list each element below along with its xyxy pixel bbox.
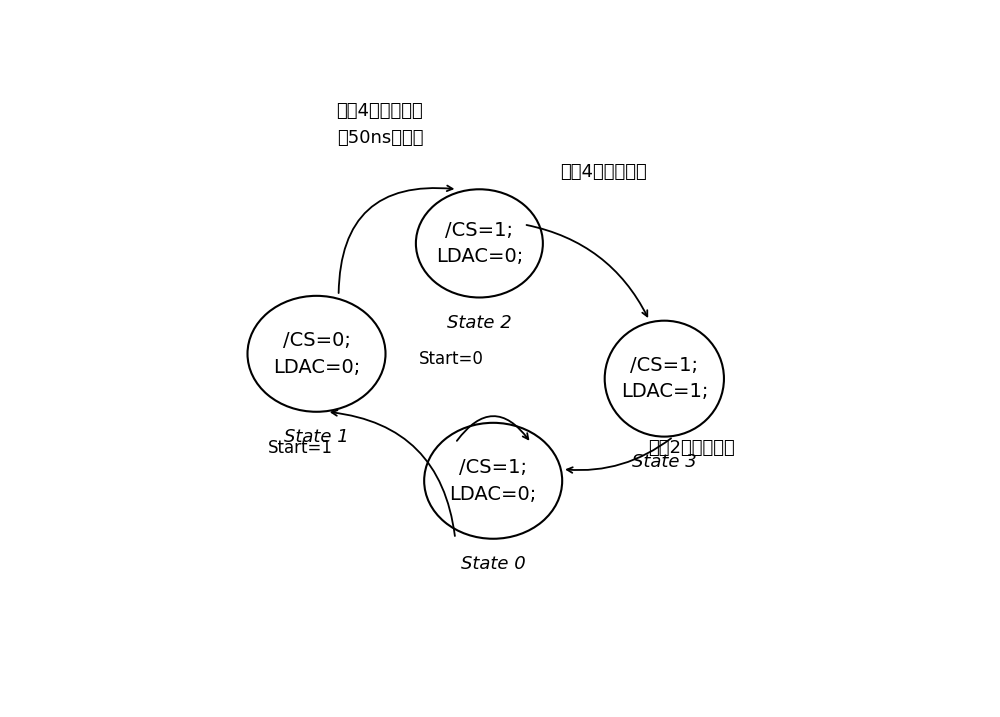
Text: State 2: State 2 — [447, 314, 512, 332]
Ellipse shape — [424, 423, 562, 538]
Text: /CS=1;
LDAC=1;: /CS=1; LDAC=1; — [621, 356, 708, 402]
Text: State 3: State 3 — [632, 453, 697, 471]
Text: State 1: State 1 — [284, 428, 349, 447]
Text: 保攱4个时钟周期: 保攱4个时钟周期 — [560, 163, 647, 181]
Text: Start=1: Start=1 — [267, 439, 332, 457]
Text: /CS=0;
LDAC=0;: /CS=0; LDAC=0; — [273, 331, 360, 376]
Text: /CS=1;
LDAC=0;: /CS=1; LDAC=0; — [436, 221, 523, 266]
Ellipse shape — [416, 189, 543, 298]
Text: Start=0: Start=0 — [419, 351, 484, 369]
Ellipse shape — [247, 296, 386, 412]
Text: State 0: State 0 — [461, 555, 526, 574]
Text: （50ns以上）: （50ns以上） — [337, 130, 423, 148]
Text: 保攱4个时钟周期: 保攱4个时钟周期 — [337, 102, 423, 120]
Ellipse shape — [605, 320, 724, 437]
Text: 保攱2个时钟周期: 保攱2个时钟周期 — [648, 439, 735, 457]
Text: /CS=1;
LDAC=0;: /CS=1; LDAC=0; — [450, 458, 537, 503]
